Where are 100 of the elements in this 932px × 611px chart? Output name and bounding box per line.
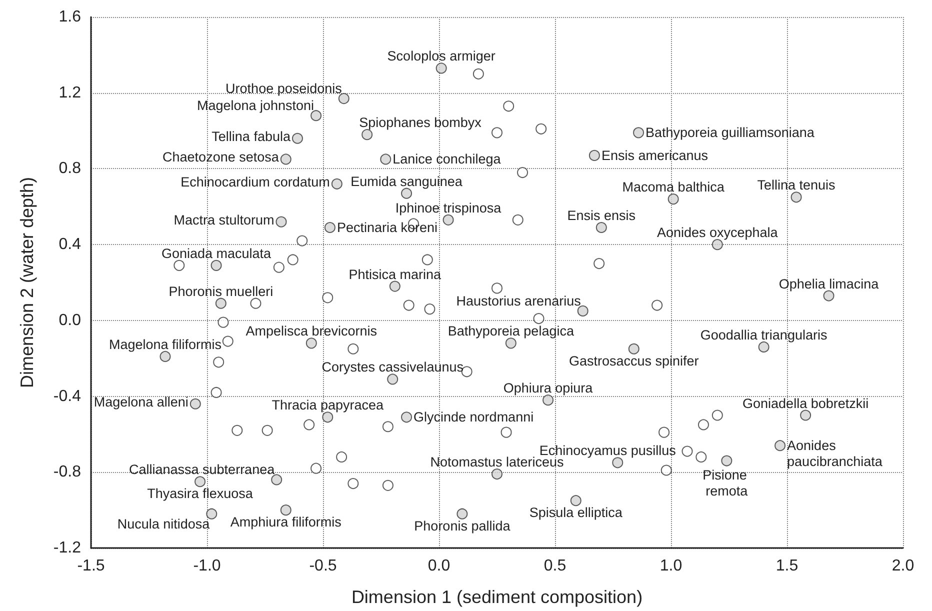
point [250,298,262,309]
annotation: Phtisica marina [348,266,442,282]
annotation: Pectinaria koreni [336,220,438,236]
point [517,167,528,178]
point [322,412,334,423]
point [403,300,414,311]
point [596,222,607,233]
annotation: Bathyporeia pelagica [448,324,574,339]
annotation: Aonides paucibranchiata [787,438,883,470]
annotation: Eumida sanguinea [350,174,463,189]
point [472,68,484,80]
x-tick-label: 0.0 [428,558,450,574]
annotation: Spiophanes bombyx [359,115,482,130]
point [652,300,663,311]
point [389,280,400,292]
annotation: Tellina tenuis [757,178,836,193]
point [296,235,308,246]
annotation: Ensis americanus [601,148,708,163]
point [500,426,512,438]
point [456,508,468,520]
point [533,313,544,324]
point [306,338,317,349]
annotation: Ophelia limacina [778,276,880,292]
point [194,476,206,488]
annotation: Aonides oxycephala [656,225,778,240]
annotation: Magelona filiformis [108,336,222,352]
point [721,455,732,466]
point [800,410,812,421]
x-tick-label: 0.5 [544,558,566,574]
point [280,504,292,516]
point [424,304,436,315]
annotation: Mactra stultorum [174,212,274,228]
point [324,222,336,233]
annotation: Magelona johnstoni [196,98,314,114]
point [276,216,287,228]
point [758,341,770,352]
point [271,474,282,486]
point [823,290,834,302]
x-axis-title: Dimension 1 (sediment composition) [351,587,643,607]
point [382,480,394,491]
point [336,451,348,462]
annotation: Goodallia triangularis [700,327,828,342]
point [512,214,524,226]
point [774,440,786,452]
annotation: Thracia papyracea [272,398,384,413]
point [287,254,298,266]
point [682,446,693,457]
point [387,374,398,385]
annotation: Tellina fabula [212,128,291,144]
point [348,343,359,354]
x-tick-label: -1.0 [193,558,221,574]
point [348,478,359,490]
annotation: Lanice conchilega [392,152,502,167]
y-tick-label: -0.4 [53,388,82,405]
point [628,343,640,354]
x-tick-label: 1.0 [660,558,682,574]
point [331,178,342,190]
y-tick-label: 0.4 [58,236,82,254]
point [698,419,709,430]
point [292,132,303,144]
annotation: Goniadella bobretzkii [742,396,869,411]
annotation: Echinocardium cordatum [180,174,330,190]
point [577,305,588,316]
point [206,508,218,520]
annotation: Corystes cassivelaunus [322,360,464,375]
point [380,154,392,165]
annotation: Urothoe poseidonis [226,81,342,96]
y-tick-label: -1.2 [53,540,82,556]
point [210,260,222,271]
point [222,336,234,347]
point [492,468,502,480]
x-tick-label: -0.5 [309,558,337,574]
point [492,127,502,138]
point [210,386,222,398]
annotation: Ensis ensis [567,208,636,224]
point [422,254,433,266]
point [280,154,292,165]
annotation: Goniada maculata [161,246,272,261]
point [588,150,600,161]
x-tick-label: 1.5 [776,558,798,574]
point [658,426,670,438]
point [322,292,334,304]
point [304,419,315,430]
annotation: Chaetozone setosa [162,150,280,165]
y-tick-label: 0.0 [58,312,82,329]
point [542,394,554,406]
y-axis-title: Dimension 2 (water depth) [17,176,37,388]
point [505,338,516,349]
annotation: Iphinoe trispinosa [395,200,502,216]
point [382,421,394,432]
annotation: Nucula nitidosa [117,516,210,532]
point [712,239,723,250]
point [218,316,229,328]
point [503,100,514,112]
annotation: Spisula elliptica [529,505,623,520]
point [633,127,644,138]
annotation: Ampelisca brevicornis [246,324,378,339]
point [215,298,226,309]
point [273,262,284,273]
point [436,62,447,74]
